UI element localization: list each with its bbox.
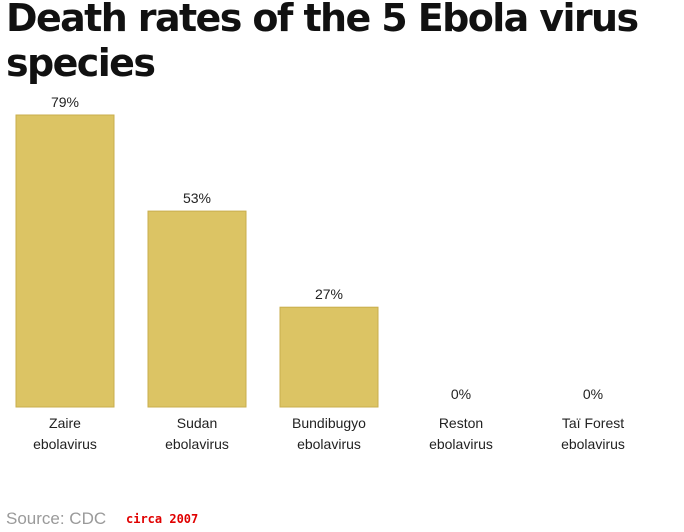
category-label-2-line-0: Bundibugyo [292, 415, 366, 431]
bars-group [15, 114, 379, 408]
category-label-3-line-1: ebolavirus [429, 436, 493, 452]
category-label-4-line-0: Taï Forest [562, 415, 624, 431]
value-label-0: 79% [51, 94, 79, 110]
bar-chart: 79% 53% 27% 0% 0% Zaire ebolavirus Sudan ebolav… [15, 94, 625, 452]
value-labels-group: 79% 53% 27% 0% 0% [51, 94, 603, 402]
category-label-3-line-0: Reston [439, 415, 483, 431]
value-label-3: 0% [451, 386, 471, 402]
category-label-1-line-1: ebolavirus [165, 436, 229, 452]
category-label-4-line-1: ebolavirus [561, 436, 625, 452]
value-label-4: 0% [583, 386, 603, 402]
bar-2 [279, 306, 379, 408]
category-label-0-line-1: ebolavirus [33, 436, 97, 452]
bar-1 [147, 210, 247, 408]
value-label-2: 27% [315, 286, 343, 302]
category-label-2-line-1: ebolavirus [297, 436, 361, 452]
value-label-1: 53% [183, 190, 211, 206]
category-labels-group: Zaire ebolavirus Sudan ebolavirus Bundibugyo… [33, 415, 625, 452]
category-label-0-line-0: Zaire [49, 415, 81, 431]
chart-title: Death rates of the 5 Ebola virus species [6, 0, 639, 85]
bar-0 [15, 114, 115, 408]
category-label-1-line-0: Sudan [177, 415, 217, 431]
source-note: Source: CDC [6, 509, 107, 528]
annotation-note: circa 2007 [126, 512, 199, 526]
